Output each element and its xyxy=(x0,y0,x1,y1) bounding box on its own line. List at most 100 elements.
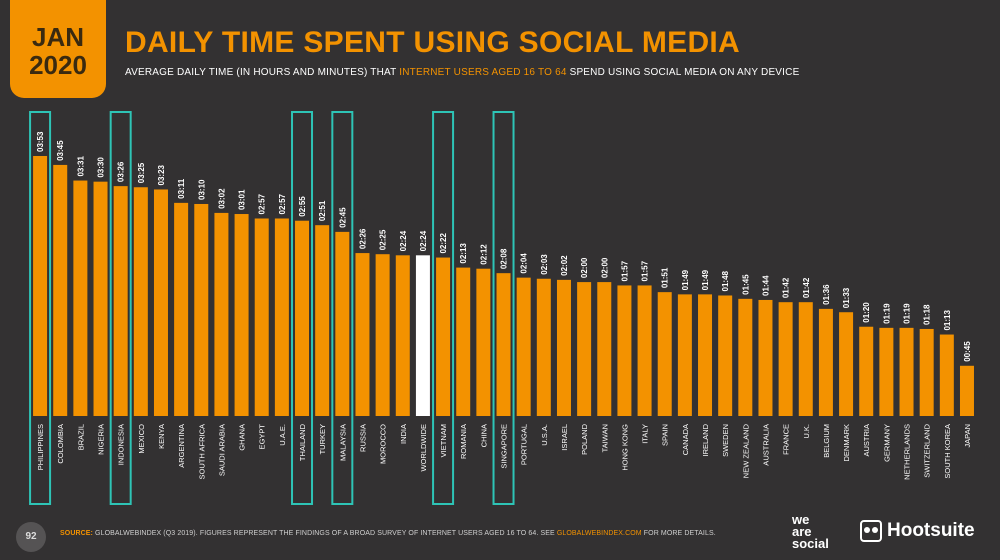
category-label-vietnam: VIETNAM xyxy=(439,424,448,457)
value-label-ghana: 03:01 xyxy=(238,189,247,210)
bar-portugal xyxy=(516,277,531,416)
value-label-austria: 01:20 xyxy=(862,302,871,323)
source-text: GLOBALWEBINDEX (Q3 2019). FIGURES REPRES… xyxy=(92,530,557,537)
value-label-italy: 01:57 xyxy=(641,260,650,281)
bar-switzerland xyxy=(919,328,934,416)
value-label-germany: 01:19 xyxy=(882,303,891,324)
value-label-south-korea: 01:13 xyxy=(943,310,952,331)
value-label-south-africa: 03:10 xyxy=(197,179,206,200)
value-label-kenya: 03:23 xyxy=(157,164,166,185)
value-label-belgium: 01:36 xyxy=(822,284,831,305)
subtitle-post: SPEND USING SOCIAL MEDIA ON ANY DEVICE xyxy=(566,67,800,78)
bar-japan xyxy=(959,365,974,416)
category-label-singapore: SINGAPORE xyxy=(500,424,509,469)
category-label-south-africa: SOUTH AFRICA xyxy=(197,424,206,479)
value-label-argentina: 03:11 xyxy=(177,178,186,199)
value-label-sweden: 01:48 xyxy=(721,270,730,291)
bar-ghana xyxy=(234,214,249,416)
category-label-saudi-arabia: SAUDI ARABIA xyxy=(217,424,226,476)
category-label-mexico: MEXICO xyxy=(137,424,146,454)
category-label-switzerland: SWITZERLAND xyxy=(923,423,932,477)
value-label-brazil: 03:31 xyxy=(76,156,85,177)
value-label-switzerland: 01:18 xyxy=(923,304,932,325)
category-label-austria: AUSTRIA xyxy=(862,424,871,457)
bar-indonesia xyxy=(113,186,128,416)
value-label-morocco: 02:25 xyxy=(379,229,388,250)
category-label-spain: SPAIN xyxy=(661,424,670,446)
value-label-worldwide: 02:24 xyxy=(419,230,428,251)
bar-thailand xyxy=(295,220,310,416)
category-label-japan: JAPAN xyxy=(963,424,972,448)
bar-malaysia xyxy=(335,231,350,416)
value-label-saudi-arabia: 03:02 xyxy=(217,188,226,209)
category-label-italy: ITALY xyxy=(641,424,650,444)
value-label-russia: 02:26 xyxy=(358,228,367,249)
bar-netherlands xyxy=(899,327,914,416)
value-label-france: 01:42 xyxy=(782,277,791,298)
bar-hong-kong xyxy=(617,285,632,416)
hootsuite-logo: Hootsuite xyxy=(860,520,975,542)
value-label-spain: 01:51 xyxy=(661,267,670,288)
source-url[interactable]: GLOBALWEBINDEX.COM xyxy=(556,530,642,537)
page-number: 92 xyxy=(16,522,46,552)
bar-india xyxy=(395,255,410,416)
chart-subtitle: AVERAGE DAILY TIME (IN HOURS AND MINUTES… xyxy=(125,67,799,78)
category-label-kenya: KENYA xyxy=(157,424,166,449)
subtitle-pre: AVERAGE DAILY TIME (IN HOURS AND MINUTES… xyxy=(125,67,400,78)
bar-u-a-e xyxy=(274,218,289,416)
bar-spain xyxy=(657,292,672,416)
category-label-belgium: BELGIUM xyxy=(822,424,831,458)
category-label-romania: ROMANIA xyxy=(459,424,468,459)
bar-sweden xyxy=(718,295,733,416)
category-label-egypt: EGYPT xyxy=(258,424,267,450)
date-year: 2020 xyxy=(29,50,87,80)
bar-poland xyxy=(577,282,592,416)
bar-u-k xyxy=(798,302,813,416)
bar-morocco xyxy=(375,254,390,416)
highlight-box-singapore xyxy=(492,111,515,505)
date-badge: JAN 2020 xyxy=(10,0,106,98)
category-label-china: CHINA xyxy=(479,424,488,447)
value-label-india: 02:24 xyxy=(399,230,408,251)
we-are-social-logo: we are social xyxy=(792,513,829,551)
category-label-worldwide: WORLDWIDE xyxy=(419,424,428,472)
value-label-hong-kong: 01:57 xyxy=(620,260,629,281)
value-label-egypt: 02:57 xyxy=(258,193,267,214)
value-label-denmark: 01:33 xyxy=(842,287,851,308)
category-label-netherlands: NETHERLANDS xyxy=(903,424,912,480)
chart-title: DAILY TIME SPENT USING SOCIAL MEDIA xyxy=(125,26,741,59)
category-label-portugal: PORTUGAL xyxy=(520,424,529,465)
bar-turkey xyxy=(315,225,330,416)
category-label-u-k: U.K. xyxy=(802,424,811,439)
value-label-australia: 01:44 xyxy=(761,275,770,296)
category-label-nigeria: NIGERIA xyxy=(97,424,106,455)
bar-vietnam xyxy=(436,257,451,416)
logo-social-text: social xyxy=(792,536,829,551)
value-label-u-a-e: 02:57 xyxy=(278,193,287,214)
value-label-romania: 02:13 xyxy=(459,243,468,264)
category-label-argentina: ARGENTINA xyxy=(177,424,186,468)
value-label-taiwan: 02:00 xyxy=(600,257,609,278)
value-label-u-s-a: 02:03 xyxy=(540,254,549,275)
bar-ireland xyxy=(698,294,713,416)
owl-icon xyxy=(860,520,882,542)
category-label-u-s-a: U.S.A. xyxy=(540,424,549,446)
bar-italy xyxy=(637,285,652,416)
date-month: JAN xyxy=(31,22,84,52)
value-label-thailand: 02:55 xyxy=(298,196,307,217)
category-label-canada: CANADA xyxy=(681,424,690,455)
value-label-israel: 02:02 xyxy=(560,255,569,276)
bar-u-s-a xyxy=(536,278,551,416)
category-label-sweden: SWEDEN xyxy=(721,424,730,457)
value-label-malaysia: 02:45 xyxy=(338,207,347,228)
value-label-portugal: 02:04 xyxy=(520,253,529,274)
source-note: SOURCE: GLOBALWEBINDEX (Q3 2019). FIGURE… xyxy=(60,530,716,537)
bar-australia xyxy=(758,299,773,416)
logo-are-text: are xyxy=(792,524,812,539)
bar-denmark xyxy=(839,312,854,416)
value-label-netherlands: 01:19 xyxy=(903,303,912,324)
value-label-canada: 01:49 xyxy=(681,269,690,290)
value-label-ireland: 01:49 xyxy=(701,269,710,290)
category-label-colombia: COLOMBIA xyxy=(56,424,65,464)
bar-philippines xyxy=(33,156,48,416)
